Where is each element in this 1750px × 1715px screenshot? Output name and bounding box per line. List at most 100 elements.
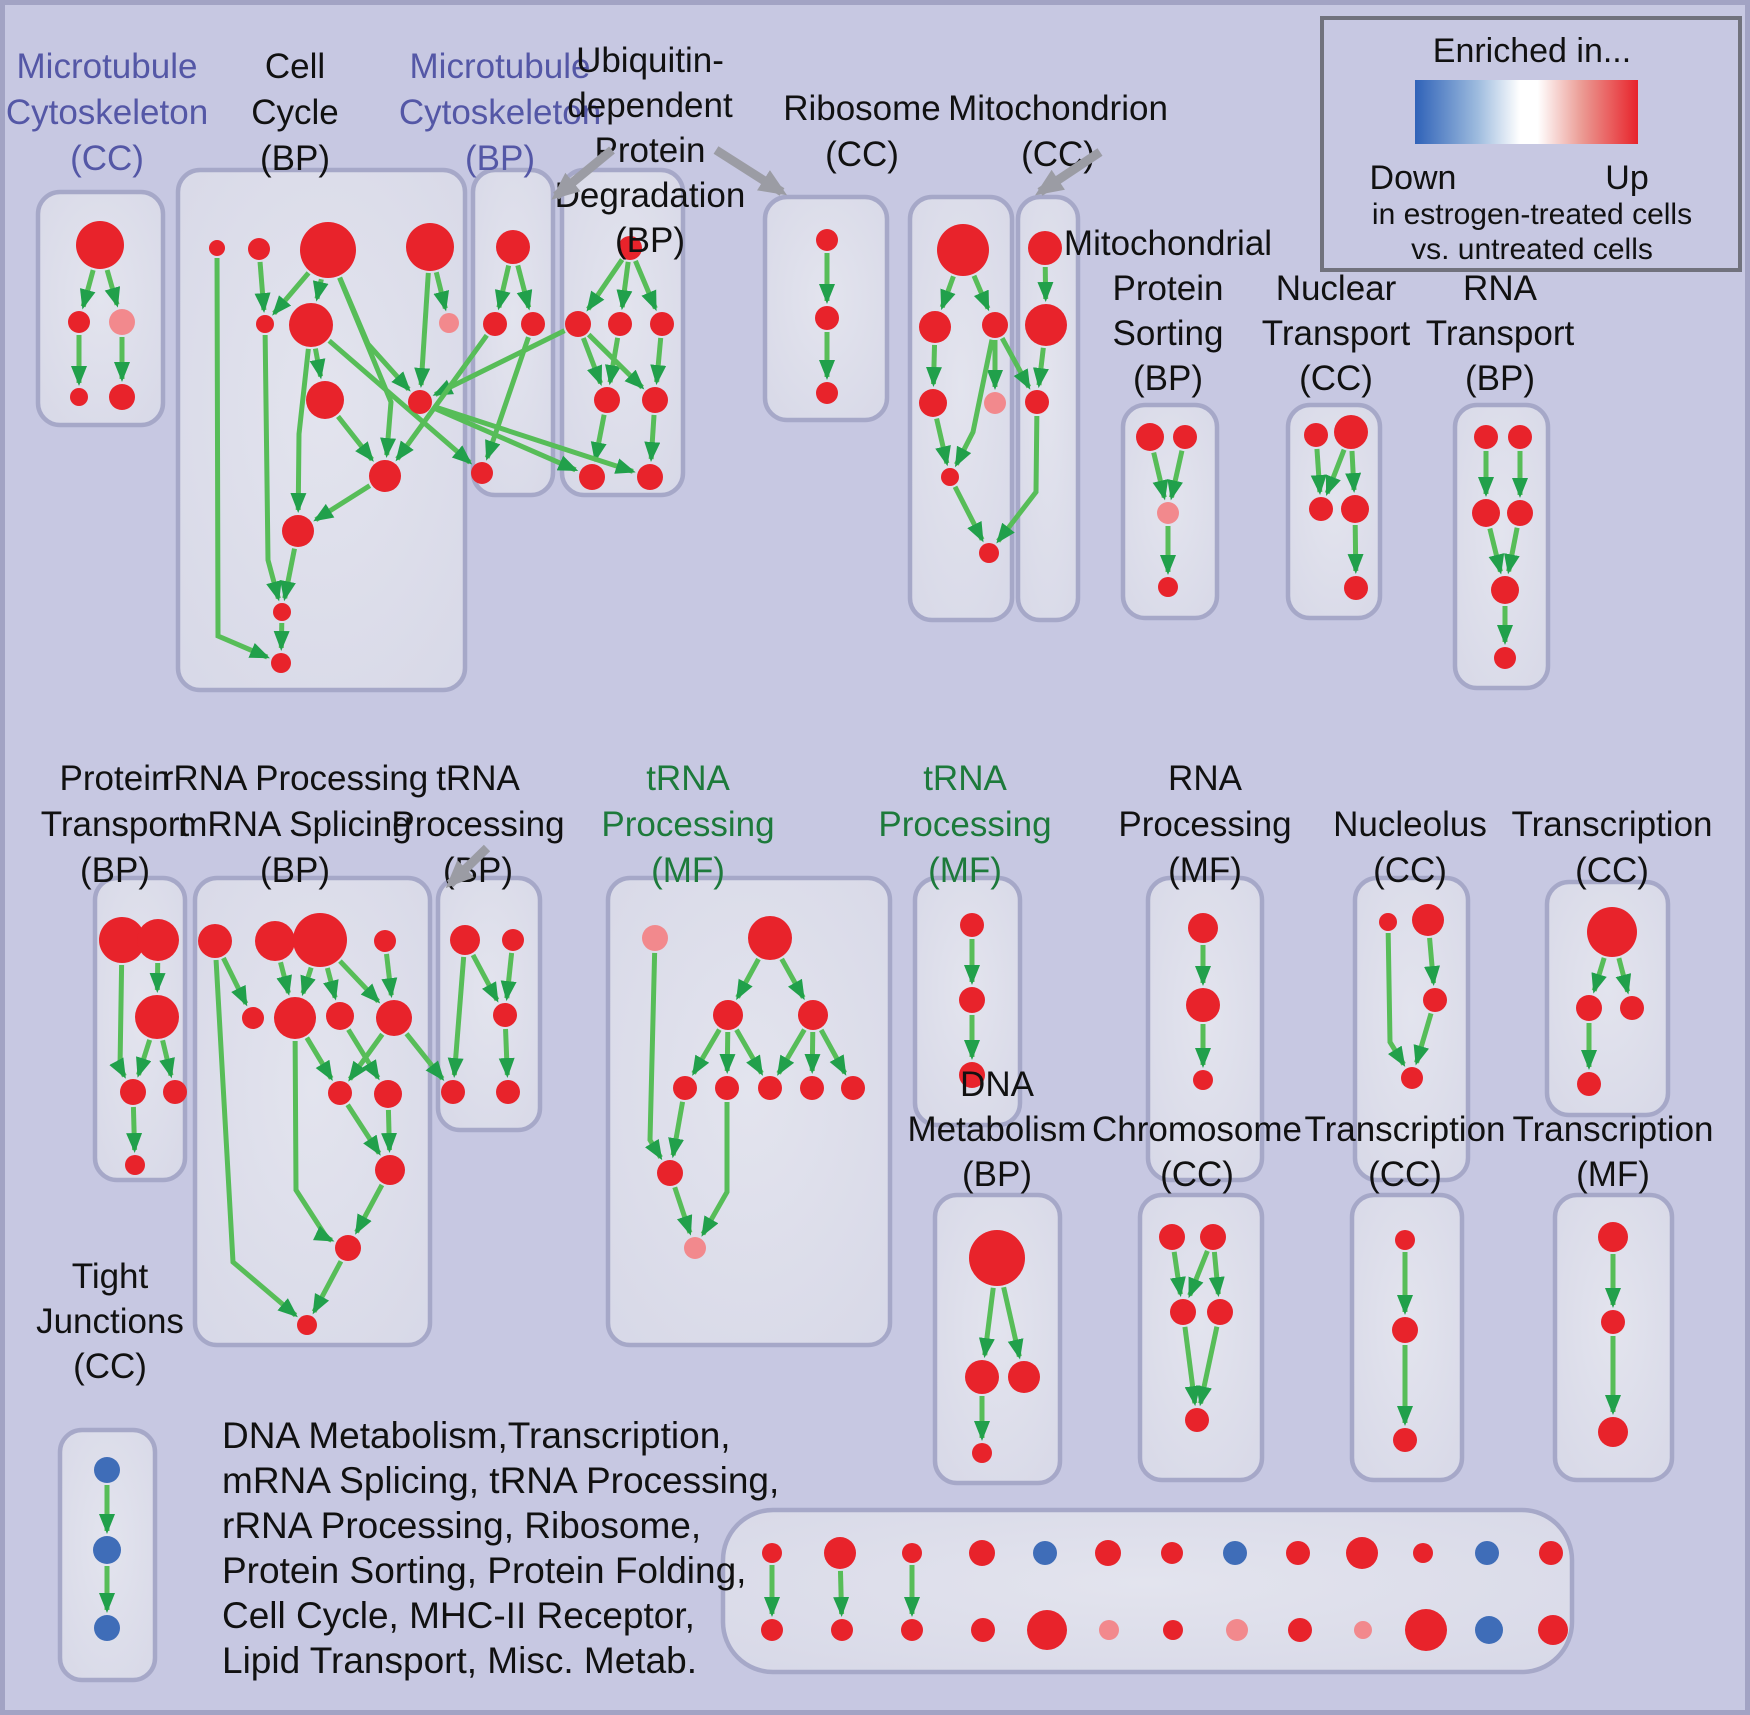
microtubule-cytoskeleton-bp-box: [470, 167, 556, 498]
dna-metabolism-bp-node-3: [972, 1443, 992, 1463]
labels-layer: Microtubule Cytoskeleton (CC) Cell Cycle (BP)…: [6, 41, 1714, 1386]
transcription-mf-node-2: [1598, 1417, 1628, 1447]
chromosome-cc-node-0: [1159, 1224, 1185, 1250]
ubiquitin-degradation-bp-node-1: [565, 311, 591, 337]
nucleolus-cc-box: [1352, 875, 1471, 1183]
transcription-cc-2-node-2: [1393, 1428, 1417, 1452]
rrna-processing-mrna-splicing-bp-node-1: [255, 921, 295, 961]
mixed-categories-node-5: [1095, 1540, 1121, 1566]
rrna-processing-mrna-splicing-bp-node-2: [293, 913, 347, 967]
ubiquitin-pointer-right: [713, 146, 788, 196]
mixed-categories-node-18: [1099, 1620, 1119, 1640]
misc-line-4: Protein Sorting, Protein Folding,: [222, 1550, 746, 1591]
cross-edge-6: [996, 415, 1040, 544]
cell-cycle-bp-node-1: [248, 238, 270, 260]
ubiquitin-degradation-bp-label-line-2: dependent: [567, 86, 733, 125]
transcription-cc-2-node-1: [1392, 1317, 1418, 1343]
nucleolus-cc-edge-1: [1424, 937, 1441, 987]
rna-transport-bp-box: [1452, 402, 1551, 691]
cell-cycle-bp-node-6: [439, 313, 459, 333]
microtubule-cytoskeleton-bp-node-1: [483, 312, 507, 336]
cell-cycle-bp-edge-6: [433, 271, 450, 312]
misc-line-2: mRNA Splicing, tRNA Processing,: [222, 1460, 779, 1501]
ubiquitin-degradation-bp-node-6: [579, 464, 605, 490]
nucleolus-cc-label-line-1: Nucleolus: [1333, 805, 1487, 844]
trna-processing-mf-large-edge-4: [734, 1028, 764, 1076]
ribosome-cc-node-2: [982, 312, 1008, 338]
microtubule-cytoskeleton-bp-node-3: [471, 462, 493, 484]
cell-cycle-bp-node-3: [406, 223, 454, 271]
microtubule-cytoskeleton-cc-node-1: [68, 311, 90, 333]
trna-processing-mf-small-node-0: [960, 913, 984, 937]
cell-cycle-bp-edge-1: [254, 261, 271, 314]
mitochondrial-protein-sorting-bp-node-1: [1173, 425, 1197, 449]
chromosome-cc-edge-3: [1182, 1326, 1201, 1407]
microtubule-cytoskeleton-bp-label-line-3: (BP): [465, 139, 535, 178]
transcription-cc-node-0: [1587, 907, 1637, 957]
cell-cycle-bp-node-12: [271, 653, 291, 673]
trna-processing-mf-large-edge-0: [735, 957, 761, 1001]
chromosome-cc-node-1: [1200, 1224, 1226, 1250]
nucleolus-cc-node-1: [1412, 904, 1444, 936]
tight-junctions-cc-label-line-3: (CC): [73, 1347, 147, 1386]
mitochondrion-cc-label-line-1: Mitochondrion: [948, 89, 1168, 128]
nucleolus-cc-node-0: [1379, 913, 1397, 931]
ubiquitin-degradation-bp-node-4: [594, 387, 620, 413]
trna-processing-mf-large-edge-8: [645, 952, 663, 1161]
trna-processing-mf-large-node-4: [673, 1076, 697, 1100]
protein-transport-bp-label-line-2: Transport: [41, 805, 190, 844]
misc-line-3: rRNA Processing, Ribosome,: [222, 1505, 701, 1546]
microtubule-cytoskeleton-cc-edge-1: [104, 269, 121, 308]
rna-transport-bp-node-1: [1508, 425, 1532, 449]
dna-metabolism-bp-node-2: [1008, 1361, 1040, 1393]
ribosome-cc-node-6: [979, 543, 999, 563]
edges-layer: [71, 253, 1632, 1618]
trna-processing-bp-node-4: [496, 1080, 520, 1104]
microtubule-cytoskeleton-bp-edge-0: [494, 264, 512, 311]
trna-processing-mf-small-label-line-2: Processing: [878, 805, 1051, 844]
mixed-categories-node-3: [969, 1540, 995, 1566]
mixed-categories-node-20: [1226, 1619, 1248, 1641]
chromosome-cc-label-line-2: (CC): [1160, 1155, 1234, 1194]
chromosome-cc-node-3: [1207, 1299, 1233, 1325]
cell-cycle-bp-node-0: [209, 240, 225, 256]
mixed-categories-edge-1: [833, 1570, 850, 1618]
trna-processing-bp-edge-1: [500, 952, 517, 1002]
trna-processing-bp-label-line-1: tRNA: [436, 759, 520, 798]
trna-processing-bp-edge-2: [447, 956, 467, 1079]
legend-subline-1: in estrogen-treated cells: [1372, 198, 1692, 231]
gray-pointer-arrows-layer: [445, 146, 1103, 889]
trna-processing-mf-large-edge-9: [668, 1101, 686, 1159]
microtubule-cytoskeleton-cc-label-line-2: Cytoskeleton: [6, 93, 208, 132]
nuclear-transport-cc-node-0: [1304, 423, 1328, 447]
trna-processing-bp-label-line-2: Processing: [391, 805, 564, 844]
rrna-processing-mrna-splicing-bp-label-line-3: (BP): [260, 851, 330, 890]
cell-cycle-bp-edge-12: [280, 548, 297, 602]
legend-title: Enriched in...: [1433, 32, 1631, 70]
tight-junctions-cc-node-2: [94, 1615, 120, 1641]
ribosome-cc-node-4: [984, 392, 1006, 414]
cross-edge-0: [432, 328, 566, 397]
trna-processing-mf-large-node-8: [841, 1076, 865, 1100]
transcription-cc-2-label-line-2: (CC): [1368, 1155, 1442, 1194]
rna-transport-bp-label-line-1: RNA: [1463, 269, 1538, 308]
trna-processing-mf-large-node-0: [642, 925, 668, 951]
misc-line-5: Cell Cycle, MHC-II Receptor,: [222, 1595, 695, 1636]
microtubule-cytoskeleton-bp-node-0: [496, 230, 530, 264]
rrna-processing-mrna-splicing-bp-edge-1: [276, 961, 292, 996]
cell-cycle-bp-node-5: [289, 303, 333, 347]
nuclear-transport-cc-label-line-2: Transport: [1262, 314, 1411, 353]
mitochondrial-protein-sorting-bp-node-2: [1157, 502, 1179, 524]
trna-processing-mf-small-node-1: [959, 987, 985, 1013]
mixed-categories-node-19: [1163, 1620, 1183, 1640]
ubiquitin-degradation-bp-2-node-0: [816, 229, 838, 251]
protein-transport-bp-node-0: [99, 917, 145, 963]
nuclear-transport-cc-node-4: [1344, 576, 1368, 600]
chromosome-cc-box: [1137, 1192, 1265, 1483]
mixed-categories-node-6: [1161, 1542, 1183, 1564]
ribosome-cc-node-0: [937, 224, 989, 276]
nuclear-transport-cc-label-line-3: (CC): [1299, 359, 1373, 398]
mixed-categories-node-2: [902, 1543, 922, 1563]
cell-cycle-bp-node-9: [369, 460, 401, 492]
trna-processing-bp-node-3: [441, 1080, 465, 1104]
